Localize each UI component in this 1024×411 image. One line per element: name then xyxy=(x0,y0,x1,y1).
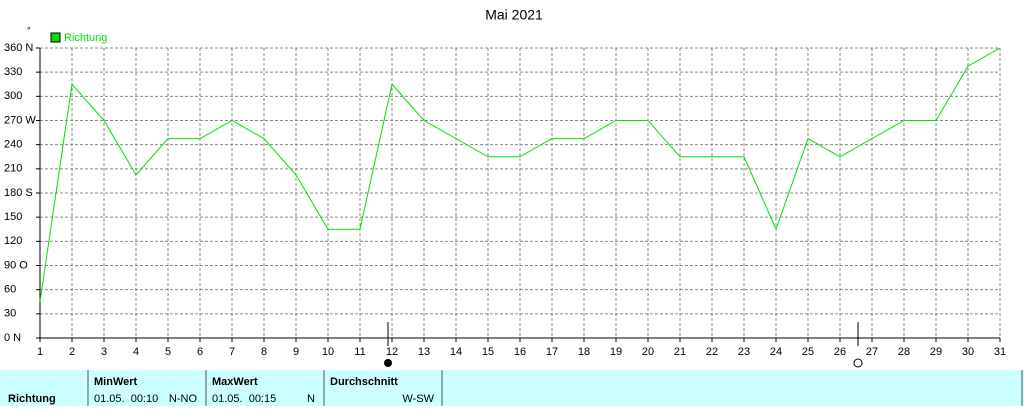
legend-label: Richtung xyxy=(64,32,107,44)
x-tick-label: 30 xyxy=(962,346,974,358)
x-tick-label: 31 xyxy=(994,346,1006,358)
x-tick-label: 1 xyxy=(37,346,43,358)
legend-swatch xyxy=(50,32,61,43)
cell-value: N-NO xyxy=(169,393,198,405)
moon-icon xyxy=(853,358,863,368)
x-tick-label: 23 xyxy=(738,346,750,358)
data-line xyxy=(39,47,1001,302)
x-tick-label: 2 xyxy=(69,346,75,358)
x-tick-label: 22 xyxy=(706,346,718,358)
y-tick-label: 240 xyxy=(4,139,22,151)
cell-value: W-SW xyxy=(402,393,434,405)
x-tick-label: 7 xyxy=(229,346,235,358)
x-tick-label: 10 xyxy=(322,346,334,358)
x-tick-label: 9 xyxy=(293,346,299,358)
x-tick-label: 18 xyxy=(578,346,590,358)
x-tick-label: 17 xyxy=(546,346,558,358)
x-tick-label: 14 xyxy=(450,346,462,358)
x-tick-label: 4 xyxy=(133,346,139,358)
moon-icon xyxy=(384,359,392,367)
y-tick-label: 330 xyxy=(4,66,22,78)
x-tick-label: 25 xyxy=(802,346,814,358)
x-tick-label: 26 xyxy=(834,346,846,358)
y-tick-label: 360 N xyxy=(4,42,33,54)
unit-label: ° xyxy=(27,25,31,35)
cell-time: 01.05. 00:10 xyxy=(94,393,158,405)
x-tick-label: 11 xyxy=(354,346,365,358)
x-tick-label: 15 xyxy=(482,346,494,358)
cell-time: 01.05. 00:15 xyxy=(212,393,276,405)
x-tick-label: 24 xyxy=(770,346,782,358)
y-tick-label: 210 xyxy=(4,163,22,175)
y-tick-label: 180 S xyxy=(4,187,33,199)
x-tick-label: 8 xyxy=(261,346,267,358)
x-tick-label: 29 xyxy=(930,346,942,358)
column-header: Durchschnitt xyxy=(330,376,398,388)
x-tick-label: 19 xyxy=(610,346,622,358)
y-tick-label: 30 xyxy=(4,308,16,320)
x-tick-label: 28 xyxy=(898,346,910,358)
y-tick-label: 150 xyxy=(4,211,22,223)
cell-value: N xyxy=(307,393,315,405)
x-tick-label: 5 xyxy=(165,346,171,358)
x-tick-label: 27 xyxy=(866,346,878,358)
row-label: Richtung xyxy=(8,393,56,405)
y-tick-label: 0 N xyxy=(4,332,21,344)
x-tick-label: 13 xyxy=(418,346,430,358)
x-tick-label: 3 xyxy=(101,346,107,358)
column-header: MaxWert xyxy=(212,376,258,388)
x-tick-label: 16 xyxy=(514,346,526,358)
y-tick-label: 120 xyxy=(4,235,22,247)
y-tick-label: 90 O xyxy=(4,259,28,271)
x-tick-label: 6 xyxy=(197,346,203,358)
y-tick-label: 300 xyxy=(4,90,22,102)
x-tick-label: 20 xyxy=(642,346,654,358)
summary-table: Richtung MinWert 01.05. 00:10 N-NO MaxWe… xyxy=(0,370,1024,406)
x-tick-label: 21 xyxy=(674,346,686,358)
y-tick-label: 60 xyxy=(4,284,16,296)
table-background xyxy=(0,370,1024,406)
column-header: MinWert xyxy=(94,376,138,388)
y-tick-label: 270 W xyxy=(4,114,36,126)
x-tick-label: 12 xyxy=(386,346,398,358)
legend: Richtung xyxy=(50,32,107,44)
chart-title: Mai 2021 xyxy=(485,7,543,23)
